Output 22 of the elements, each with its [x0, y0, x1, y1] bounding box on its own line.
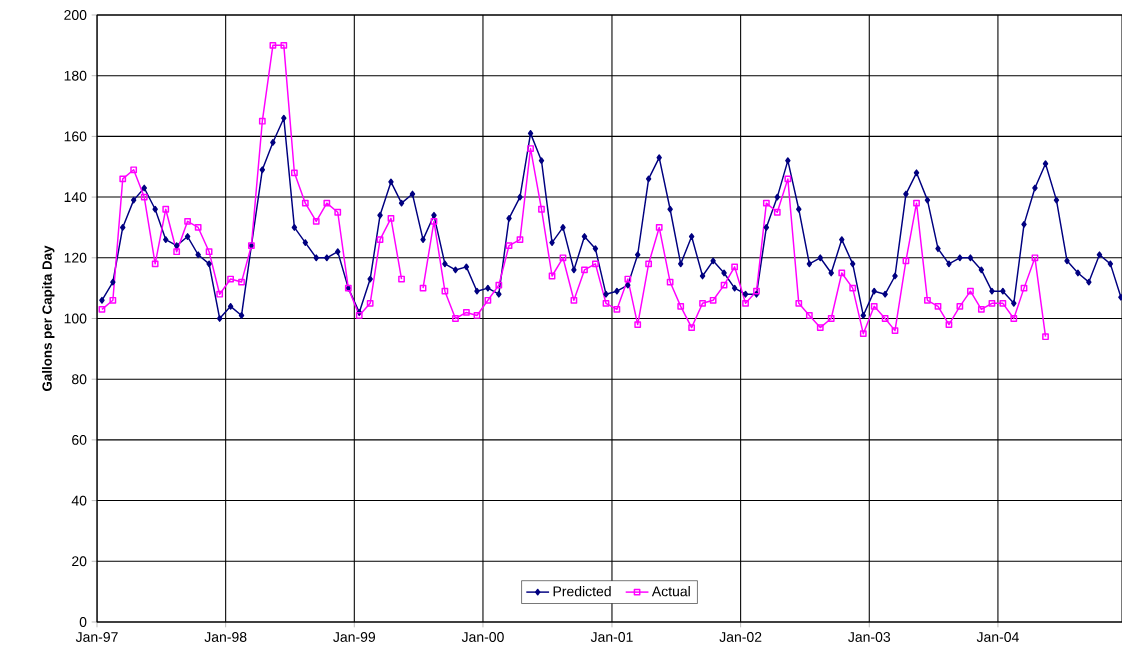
- y-tick-label: 40: [71, 495, 87, 506]
- x-tick-label: Jan-97: [75, 632, 118, 642]
- y-tick-label: 160: [64, 131, 87, 142]
- x-tick-label: Jan-02: [719, 632, 762, 642]
- x-tick-label: Jan-01: [590, 632, 633, 642]
- legend-label: Predicted: [553, 586, 611, 597]
- x-tick-label: Jan-99: [333, 632, 376, 642]
- y-tick-label: 80: [72, 374, 87, 385]
- y-tick-label: 20: [72, 556, 87, 567]
- x-tick-label: Jan-04: [976, 632, 1019, 642]
- y-tick-label: 60: [72, 434, 87, 445]
- y-tick-label: 180: [64, 70, 87, 81]
- y-tick-label: 100: [64, 313, 87, 324]
- legend-label: Actual: [651, 586, 690, 597]
- y-tick-label: 140: [64, 192, 87, 203]
- y-tick-label: 0: [79, 617, 87, 627]
- y-tick-label: 200: [64, 10, 87, 20]
- x-tick-label: Jan-00: [461, 632, 504, 642]
- x-tick-label: Jan-03: [848, 632, 891, 642]
- y-axis-title: Gallons per Capita Day: [42, 245, 55, 391]
- x-tick-label: Jan-98: [204, 632, 247, 642]
- y-tick-label: 120: [64, 252, 87, 263]
